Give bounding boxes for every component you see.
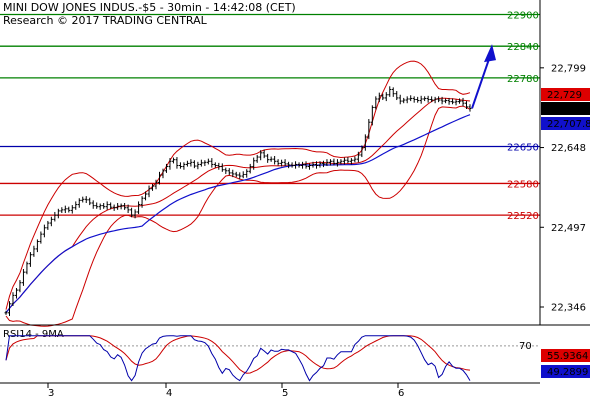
rsi-level-label: 70 [519,341,532,352]
level-label: 22840 [507,42,539,53]
y-tick-label: 22,648 [551,143,586,154]
rsi-ma-line [5,335,471,374]
level-label: 22900 [507,11,539,22]
bollinger-middle [5,97,471,314]
ma-red-label-box [541,88,590,101]
chart-title: MINI DOW JONES INDUS.-$5 - 30min - 14:42… [3,1,296,14]
ma-blue-label-box [541,117,590,130]
rsi-value: 49.2899 [547,367,588,378]
resistance-support-levels: 22900 22840 22780 22650 22580 22520 [0,11,540,222]
rsi-ma-value: 55.9364 [547,351,588,362]
price-axis: 22,799 22,648 22,497 22,346 22,729 22,722 22,7… [0,0,590,384]
projection-arrow-shaft [471,55,491,109]
bollinger-lower [5,105,471,327]
y-tick-label: 22,346 [551,303,586,314]
rsi-panel: RSI14 - 9MA 70 55.9364 49.2899 [0,329,590,382]
ma-blue-label: 22,707.8 [547,119,590,130]
time-axis: 3 4 5 6 [47,383,404,399]
x-tick-label: 6 [398,388,404,399]
last-price-label: 22,722 [547,104,582,115]
rsi-label: RSI14 - 9MA [3,329,64,340]
ma-red-label: 22,729 [547,90,582,101]
rsi-ma-box [541,349,590,362]
level-label: 22580 [507,179,539,190]
moving-average [5,114,471,314]
level-label: 22780 [507,74,539,85]
price-bars [4,86,472,316]
projection-arrow-head [484,44,496,63]
x-tick-label: 5 [282,388,288,399]
level-label: 22650 [507,142,539,153]
y-tick-label: 22,799 [551,63,586,74]
bollinger-bands [5,60,471,327]
x-tick-label: 3 [48,388,54,399]
level-label: 22520 [507,211,539,222]
long-moving-average [5,114,471,314]
y-tick-label: 22,497 [551,223,586,234]
projection-arrow [471,44,496,109]
bollinger-upper [5,60,471,310]
rsi-value-box [541,365,590,378]
x-tick-label: 4 [166,388,172,399]
last-price-label-box [541,102,590,115]
chart-subtitle: Research © 2017 TRADING CENTRAL [3,14,207,27]
rsi-line [5,335,471,382]
